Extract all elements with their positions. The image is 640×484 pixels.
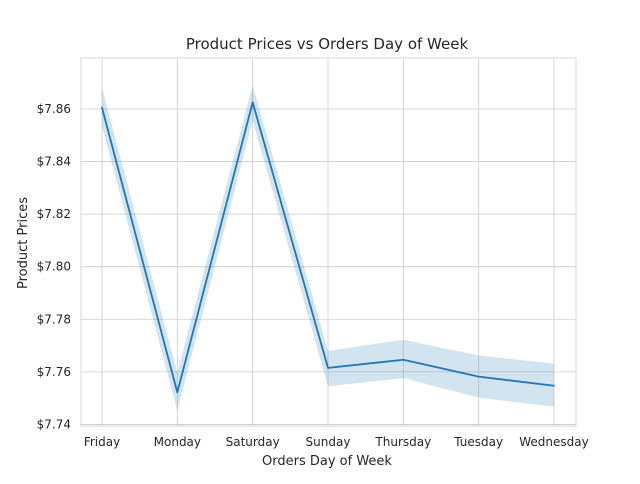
x-tick-label: Tuesday <box>453 435 503 449</box>
x-tick-label: Thursday <box>374 435 431 449</box>
y-tick-label: $7.78 <box>37 312 71 326</box>
y-tick-label: $7.80 <box>37 260 71 274</box>
x-tick-label: Saturday <box>226 435 280 449</box>
x-axis-label: Orders Day of Week <box>262 454 392 469</box>
y-tick-label: $7.82 <box>37 207 71 221</box>
x-tick-label: Wednesday <box>519 435 588 449</box>
x-tick-label: Sunday <box>306 435 351 449</box>
y-axis-label: Product Prices <box>16 197 31 289</box>
chart-title: Product Prices vs Orders Day of Week <box>186 35 469 53</box>
y-tick-label: $7.86 <box>37 102 71 116</box>
y-tick-label: $7.76 <box>37 365 71 379</box>
y-tick-label: $7.84 <box>37 155 71 169</box>
x-tick-label: Monday <box>154 435 201 449</box>
y-tick-label: $7.74 <box>37 417 71 431</box>
x-tick-label: Friday <box>84 435 120 449</box>
